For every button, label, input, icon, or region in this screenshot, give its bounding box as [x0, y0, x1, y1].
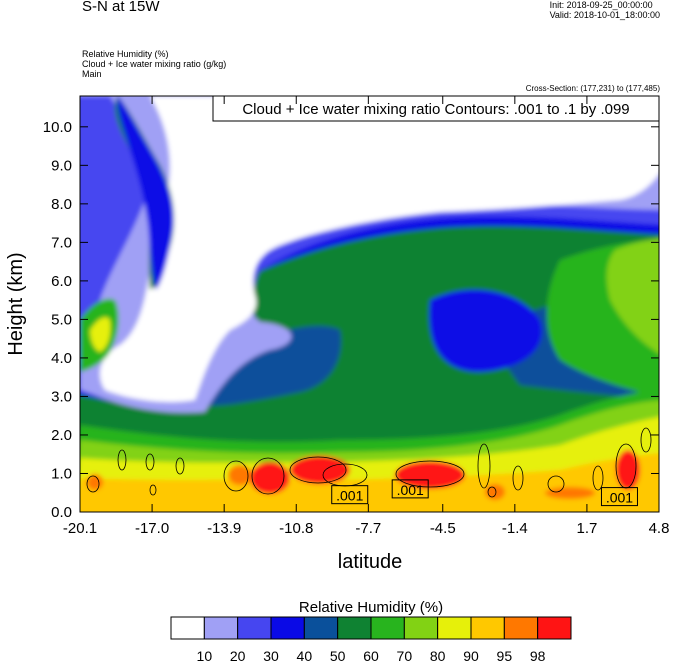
rh-red-blob [395, 461, 465, 489]
cloud-contour [547, 475, 565, 493]
colorbar-swatch [237, 616, 272, 640]
x-axis-label: latitude [338, 551, 403, 573]
contour-label: .001 [336, 488, 363, 504]
colorbar-swatch [203, 616, 239, 640]
cloud-contours [86, 427, 652, 498]
colorbar-label: 90 [463, 648, 479, 664]
x-tick-label: -20.1 [63, 520, 97, 537]
contour-label: .001 [397, 482, 424, 498]
rh-region-white [100, 96, 659, 402]
colorbar-swatch [537, 616, 572, 640]
y-tick-label: 9.0 [51, 157, 72, 174]
colorbar-swatch [370, 616, 405, 640]
cloud-contour [251, 457, 285, 495]
cloud-contour [149, 484, 157, 496]
rh-red-blob [616, 450, 640, 490]
y-tick-label: 6.0 [51, 273, 72, 290]
cloud-contour [395, 460, 465, 488]
colorbar-label: 50 [330, 648, 346, 664]
y-tick-label: 0.0 [51, 504, 72, 521]
run-times: Init: 2018-09-25_00:00:00 Valid: 2018-10… [550, 0, 660, 20]
colorbar-swatch [270, 616, 305, 640]
rh-region-yellow-blob-left [90, 317, 111, 352]
colorbar-label: 10 [197, 648, 213, 664]
colorbar: 10 20 30 40 50 60 70 80 90 95 98 [170, 616, 572, 664]
colorbar-label: 98 [530, 648, 546, 664]
y-tick-label: 5.0 [51, 311, 72, 328]
rh-region-yellowgreen-right [606, 238, 659, 354]
colorbar-swatch [437, 616, 472, 640]
field-main: Main [82, 69, 102, 79]
field-rh: Relative Humidity (%) [82, 49, 169, 59]
colorbar-label: 60 [363, 648, 379, 664]
colorbar-swatch [403, 616, 439, 640]
x-tick-label: -13.9 [207, 520, 241, 537]
y-axis-label: Height (km) [5, 252, 27, 355]
rh-red-blob [290, 456, 350, 484]
contour-title: Cloud + Ice water mixing ratio Contours:… [242, 101, 629, 118]
rh-region-blue-column [117, 96, 174, 290]
rh-red-blob [228, 465, 252, 485]
cloud-contour [86, 475, 100, 493]
rh-band-orange [80, 453, 659, 512]
rh-region-darkblue [200, 325, 341, 406]
x-tick-label: -10.8 [279, 520, 313, 537]
y-tick-label: 7.0 [51, 234, 72, 251]
colorbar-swatch [303, 616, 339, 640]
x-tick-label: -17.0 [135, 520, 169, 537]
axes: -20.1 -17.0 -13.9 -10.8 -7.7 -4.5 -1.4 1.7 4.8 0.… [43, 96, 670, 537]
x-tick-label: 1.7 [576, 520, 597, 537]
rh-red-blob [545, 487, 595, 499]
init-time: Init: 2018-09-25_00:00:00 [549, 0, 653, 10]
colorbar-label: 70 [397, 648, 413, 664]
colorbar-label: 20 [230, 648, 246, 664]
contour-label-box [331, 485, 369, 505]
contour-label-box [391, 479, 429, 499]
x-tick-label: 4.8 [649, 520, 670, 537]
colorbar-swatch [337, 616, 372, 640]
cloud-contour [289, 456, 347, 484]
cloud-contour [477, 443, 491, 489]
x-tick-label: -1.4 [502, 520, 528, 537]
colorbar-title: Relative Humidity (%) [299, 599, 443, 616]
colorbar-swatch [503, 616, 539, 640]
cloud-contour [640, 427, 652, 453]
y-tick-label: 4.0 [51, 350, 72, 367]
cloud-contour [487, 486, 497, 498]
y-tick-label: 3.0 [51, 388, 72, 405]
colorbar-swatch [470, 616, 505, 640]
cloud-contour [117, 449, 127, 471]
cloud-contour [145, 453, 155, 471]
cloud-contour [592, 465, 604, 491]
rh-region-blue2 [429, 289, 542, 372]
x-tick-label: -7.7 [355, 520, 381, 537]
colorbar-label: 80 [430, 648, 446, 664]
field-list: Relative Humidity (%) Cloud + Ice water … [82, 49, 226, 79]
colorbar-label: 40 [297, 648, 313, 664]
cross-section-label: Cross-Section: (177,231) to (177,485) [525, 84, 660, 93]
rh-red-blob [485, 484, 505, 500]
rh-red-blob [250, 462, 290, 494]
y-tick-label: 1.0 [51, 465, 72, 482]
contour-labels: .001 .001 .001 [331, 479, 638, 507]
colorbar-swatch [170, 616, 205, 640]
field-qcloud: Cloud + Ice water mixing ratio (g/kg) [82, 59, 227, 69]
y-tick-label: 8.0 [51, 196, 72, 213]
rh-band-orange-bottom [80, 500, 659, 512]
y-tick-label: 10.0 [43, 119, 72, 136]
y-tick-label: 2.0 [51, 427, 72, 444]
contour-label: .001 [606, 490, 633, 506]
colorbar-label: 95 [497, 648, 513, 664]
cloud-contour [223, 460, 249, 492]
cloud-contour [512, 465, 524, 491]
cloud-contour [175, 457, 185, 475]
rh-field [80, 96, 659, 512]
contour-label-box [600, 487, 638, 507]
x-tick-label: -4.5 [430, 520, 456, 537]
contour-title-box [212, 95, 660, 122]
valid-time: Valid: 2018-10-01_18:00:00 [549, 10, 660, 20]
colorbar-label: 30 [263, 648, 279, 664]
plot-title: S-N at 15W [82, 0, 160, 15]
